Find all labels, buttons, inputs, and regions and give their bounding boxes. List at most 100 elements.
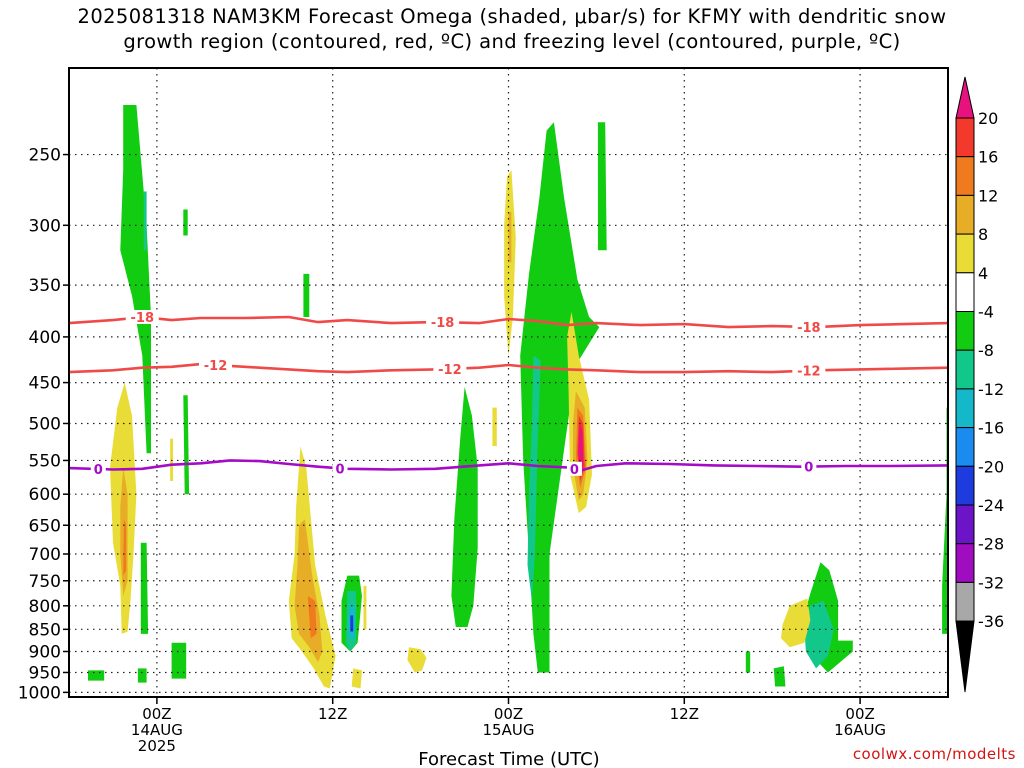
- colorbar-label: 12: [978, 186, 998, 205]
- omega-region-negative: [350, 615, 354, 632]
- contour-label: -12: [797, 365, 821, 380]
- contour-label-bg: [426, 315, 460, 330]
- y-tick-label: 850: [29, 620, 61, 640]
- contour-label-bg: [566, 461, 582, 476]
- omega-region-negative: [143, 191, 147, 251]
- omega-region-negative: [597, 122, 607, 251]
- contour-label-bg: [199, 357, 232, 372]
- colorbar-swatch: [955, 233, 975, 274]
- omega-region-negative: [183, 395, 190, 495]
- contour-label-bg: [801, 459, 817, 474]
- colorbar-label: -16: [978, 419, 1004, 438]
- y-tick-label: 950: [29, 663, 61, 683]
- y-tick-label: 300: [29, 216, 61, 236]
- omega-region-negative: [140, 542, 149, 634]
- credit-text: coolwx.com/modelts: [852, 745, 1016, 763]
- omega-region-negative: [137, 668, 147, 683]
- omega-region-negative: [773, 666, 786, 687]
- omega-region-negative: [183, 209, 188, 236]
- y-tick-label: 650: [29, 516, 61, 536]
- colorbar-swatch: [955, 427, 975, 467]
- y-tick-label: 700: [29, 545, 61, 565]
- omega-region-positive: [407, 647, 427, 673]
- x-axis-label: Forecast Time (UTC): [418, 749, 599, 768]
- colorbar-label: -28: [978, 535, 1004, 554]
- y-tick-label: 500: [29, 414, 61, 434]
- colorbar-top-triangle: [955, 76, 975, 119]
- omega-region-negative: [120, 105, 151, 454]
- x-tick-label: 00Z: [845, 705, 874, 723]
- contour-label-bg: [433, 361, 467, 376]
- x-tick-label: 12Z: [318, 705, 347, 723]
- x-tick-label: 15AUG: [483, 721, 535, 739]
- contour-label: -12: [204, 359, 228, 374]
- contour-label: -12: [438, 363, 462, 378]
- contour-label-bg: [90, 462, 106, 477]
- omega-region-negative: [88, 670, 105, 681]
- x-tick-label: 00Z: [494, 705, 523, 723]
- omega-region-positive: [578, 423, 584, 475]
- colorbar-swatch: [955, 156, 975, 196]
- colorbar-swatch: [955, 581, 975, 622]
- contour-label-bg: [332, 461, 348, 476]
- contour-label-bg: [792, 319, 826, 334]
- x-tick-label: 16AUG: [834, 721, 886, 739]
- colorbar: 20 16 12 8 4 -4 -8 -12 -16 -20 -24 -28 -32 -36: [955, 76, 1004, 693]
- y-tick-label: 550: [29, 451, 61, 471]
- colorbar-label: -20: [978, 457, 1004, 476]
- contour-lines: -18 -18 -18 -12 -12 -12 0 0 0 0: [68, 310, 949, 478]
- title-line-2: growth region (contoured, red, ºC) and f…: [123, 30, 901, 53]
- colorbar-swatch: [955, 117, 975, 158]
- omega-region-negative: [171, 642, 187, 679]
- y-tick-label: 450: [29, 374, 61, 394]
- contour-label-bg: [792, 363, 826, 378]
- colorbar-label: 8: [978, 225, 988, 244]
- title-line-1: 2025081318 NAM3KM Forecast Omega (shaded…: [77, 5, 947, 28]
- colorbar-swatch: [955, 272, 975, 312]
- omega-region-positive: [123, 519, 127, 576]
- x-tick-label: 12Z: [670, 705, 699, 723]
- colorbar-swatch: [955, 543, 975, 583]
- colorbar-swatch: [955, 311, 975, 351]
- y-tick-label: 250: [29, 146, 61, 166]
- colorbar-label: -24: [978, 496, 1004, 515]
- colorbar-label: -32: [978, 573, 1004, 592]
- contour-line: [68, 315, 949, 329]
- omega-region-negative: [303, 273, 310, 317]
- colorbar-label: -8: [978, 341, 994, 360]
- contour-label: 0: [336, 462, 345, 477]
- y-tick-label: 750: [29, 572, 61, 592]
- omega-region-positive: [508, 212, 512, 263]
- omega-region-positive: [504, 169, 516, 356]
- colorbar-label: -36: [978, 612, 1004, 631]
- colorbar-swatch: [955, 465, 975, 506]
- chart-title: 2025081318 NAM3KM Forecast Omega (shaded…: [0, 4, 1024, 54]
- omega-region-positive: [492, 407, 497, 447]
- y-tick-label: 800: [29, 597, 61, 617]
- colorbar-swatch: [955, 388, 975, 429]
- y-tick-label: 400: [29, 328, 61, 348]
- colorbar-label: 20: [978, 109, 998, 128]
- omega-region-negative: [527, 355, 541, 601]
- contour-label: -18: [797, 321, 821, 336]
- colorbar-bottom-triangle: [955, 620, 975, 693]
- omega-region-negative: [745, 651, 751, 673]
- omega-region-negative: [520, 122, 600, 673]
- omega-region-positive: [307, 596, 317, 639]
- colorbar-label: 16: [978, 148, 998, 167]
- omega-region-negative: [451, 386, 478, 627]
- y-tick-label: 1000: [18, 683, 61, 703]
- colorbar-label: -12: [978, 380, 1004, 399]
- contour-label: 0: [570, 463, 579, 478]
- contour-label: -18: [131, 311, 155, 326]
- colorbar-label: -4: [978, 303, 994, 322]
- y-axis: 2503003504004505005506006507007508008509…: [18, 146, 69, 703]
- omega-region-positive: [363, 585, 367, 630]
- y-tick-label: 900: [29, 642, 61, 662]
- contour-label: 0: [94, 463, 103, 478]
- contour-label: -18: [431, 316, 455, 331]
- colorbar-swatch: [955, 504, 975, 545]
- omega-region-positive: [781, 598, 811, 648]
